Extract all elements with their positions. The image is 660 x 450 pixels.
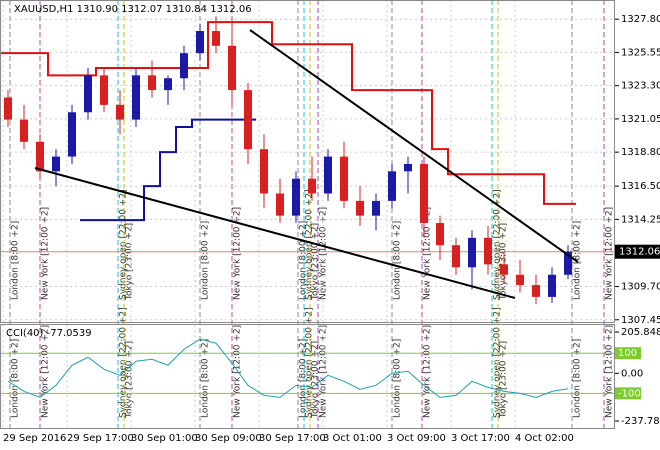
x-tick-label: 30 Sep 01:00 [131, 433, 198, 444]
candle-body [404, 163, 412, 172]
session-label: New York [12:00 +2] [423, 325, 433, 418]
candle-body [516, 274, 524, 286]
x-tick-label: 4 Oct 02:00 [515, 433, 574, 444]
indicator-line [0, 21, 576, 205]
candle-body [4, 97, 12, 120]
session-label: New York [12:00 +2] [423, 207, 433, 300]
candle-body [388, 171, 396, 201]
candle-body [260, 149, 268, 194]
candle-body [116, 104, 124, 120]
candle-body [212, 31, 220, 46]
y-tick-label: 1327.80 [621, 14, 660, 25]
candle-body [436, 223, 444, 246]
x-tick-label: 29 Sep 2016 [3, 433, 66, 444]
session-label: London [8:00 +2] [201, 339, 211, 418]
y-tick-label: 1307.45 [621, 315, 660, 326]
y-tick-label: 1321.05 [621, 114, 660, 125]
candle-body [228, 45, 236, 91]
session-label: Tokyo [23:00 +2] [311, 341, 321, 419]
session-label: New York [12:00 +2] [605, 207, 615, 300]
level-label: 100 [618, 348, 637, 359]
candle-body [180, 53, 188, 79]
candle-body [36, 141, 44, 172]
candle-body [452, 245, 460, 268]
candle-body [52, 156, 60, 172]
candle-body [292, 178, 300, 216]
session-label: Tokyo [23:00 +2] [125, 341, 135, 419]
candle-body [356, 200, 364, 216]
candle-body [84, 75, 92, 113]
cci-pane-border [0, 324, 615, 429]
x-tick-label: 3 Oct 17:00 [451, 433, 510, 444]
session-label: Tokyo [23:00 +2] [499, 341, 509, 419]
y-tick-label: 1325.55 [621, 47, 660, 58]
session-label: London [8:00 +2] [11, 221, 21, 300]
candle-body [468, 237, 476, 268]
candle-body [148, 75, 156, 91]
cci-title: CCI(40) -77.0539 [6, 328, 92, 339]
session-label: London [8:00 +2] [201, 221, 211, 300]
y-tick-label: 1316.50 [621, 181, 660, 192]
candle-body [532, 285, 540, 297]
candle-body [68, 112, 76, 157]
session-label: London [8:00 +2] [573, 339, 583, 418]
level-box [615, 387, 641, 400]
session-label: London [8:00 +2] [573, 221, 583, 300]
session-label: London [8:00 +2] [393, 339, 403, 418]
session-label: Tokyo [23:00 +2] [311, 223, 321, 301]
session-label: New York [12:00 +2] [233, 207, 243, 300]
current-price-label: 1312.06 [619, 247, 660, 258]
candle-body [132, 75, 140, 120]
main-pane-border [0, 0, 615, 323]
x-tick-label: 29 Sep 17:00 [67, 433, 134, 444]
y-tick-label: 1318.80 [621, 147, 660, 158]
current-price-box [615, 244, 660, 259]
candle-body [340, 156, 348, 201]
candle-body [20, 119, 28, 142]
session-label: New York [12:00 +2] [41, 325, 51, 418]
candle-body [500, 264, 508, 275]
candle-body [420, 163, 428, 224]
y-tick-label: 205.8483 [621, 327, 660, 338]
session-label: New York [12:00 +2] [605, 325, 615, 418]
session-label: Tokyo [23:00 +2] [125, 223, 135, 301]
level-box [615, 347, 641, 360]
candle-body [372, 200, 380, 216]
candle-body [164, 78, 172, 91]
candle-body [548, 274, 556, 297]
candle-body [100, 75, 108, 105]
trendline [249, 29, 579, 263]
cci-line [7, 338, 569, 398]
candle-body [308, 178, 316, 194]
session-label: New York [12:00 +2] [319, 207, 329, 300]
candle-body [276, 193, 284, 216]
y-tick-label: 1323.30 [621, 81, 660, 92]
symbol-header: XAUUSD,H1 1310.90 1312.07 1310.84 1312.0… [14, 4, 252, 15]
y-tick-label: 0.00 [621, 368, 643, 379]
y-tick-label: -237.7822 [621, 416, 660, 427]
y-tick-label: 1309.70 [621, 282, 660, 293]
x-tick-label: 3 Oct 01:00 [323, 433, 382, 444]
x-tick-label: 3 Oct 09:00 [387, 433, 446, 444]
level-label: -100 [618, 388, 641, 399]
candle-body [196, 31, 204, 54]
trendline [34, 167, 516, 299]
indicator-line [80, 118, 256, 222]
x-tick-label: 30 Sep 09:00 [195, 433, 262, 444]
candle-body [324, 156, 332, 194]
session-label: New York [12:00 +2] [41, 207, 51, 300]
session-label: London [8:00 +2] [393, 221, 403, 300]
candle-body [564, 251, 572, 275]
candle-body [484, 237, 492, 265]
candle-body [244, 90, 252, 150]
x-tick-label: 30 Sep 17:00 [259, 433, 326, 444]
session-label: London [8:00 +2] [11, 339, 21, 418]
y-tick-label: 1314.25 [621, 214, 660, 225]
